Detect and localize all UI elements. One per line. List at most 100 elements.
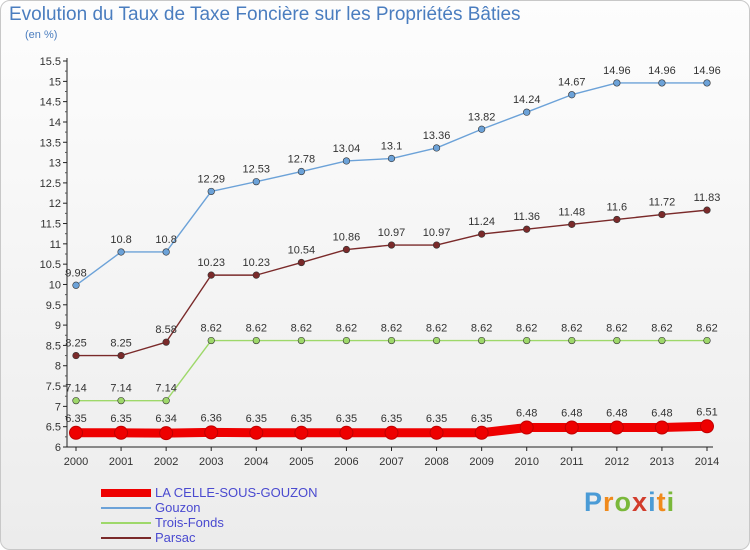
data-label: 14.24 [513,94,541,106]
data-label: 10.8 [155,234,176,246]
y-tick-label: 11.5 [40,219,61,231]
y-tick-label: 14.5 [40,97,61,109]
data-point [342,157,351,165]
series-gouzon: 9.98 10.8 10.8 12.29 12.53 12.78 13.04 13.1 13.3… [65,65,721,289]
y-tick-label: 10.5 [40,259,61,271]
x-tick-label: 2001 [109,456,133,468]
data-label: 6.51 [696,406,717,418]
x-tick-label: 2014 [695,456,719,468]
y-tick-label: 15 [49,76,61,88]
data-point [159,426,174,441]
data-label: 6.35 [336,413,357,425]
y-tick-label: 8 [55,361,61,373]
x-tick-label: 2007 [379,456,403,468]
data-label: 6.35 [110,413,131,425]
data-label: 11.48 [558,206,585,218]
data-label: 8.62 [336,323,357,335]
data-point [519,420,534,435]
y-tick-label: 12 [49,198,61,210]
data-point [658,336,666,345]
data-point [387,154,396,163]
data-label: 7.14 [65,383,86,395]
series-la-celle-sous-gouzon: 6.35 6.35 6.34 6.36 6.35 6.35 6.35 6.35 6.35 6.35… [65,406,718,441]
data-label: 10.97 [378,227,406,239]
x-tick-label: 2011 [560,456,584,468]
data-point [568,336,576,345]
data-point [523,336,531,345]
data-label: 8.62 [516,323,537,335]
legend-swatch [101,536,151,539]
x-tick-label: 2000 [64,456,88,468]
data-point [658,79,666,87]
data-point [297,336,305,345]
data-label: 13.04 [333,143,361,155]
data-label: 8.62 [696,323,717,335]
series-line [75,82,708,286]
data-point [429,425,444,440]
data-point [564,420,579,435]
data-point [523,108,531,116]
x-tick-label: 2004 [244,456,268,468]
data-label: 6.48 [606,407,627,419]
data-label: 10.8 [110,234,131,246]
data-label: 6.48 [561,407,582,419]
data-label: 11.24 [468,216,495,228]
legend-swatch [101,506,151,509]
data-label: 11.6 [607,201,628,213]
data-label: 11.72 [649,197,676,209]
legend-item: Trois-Fonds [101,515,318,530]
legend-swatch [101,521,151,524]
data-point [387,241,396,249]
data-point [703,79,711,87]
data-point [117,351,125,360]
data-point [72,281,80,289]
data-point [252,271,260,279]
legend-label: Gouzon [155,500,201,515]
x-tick-label: 2003 [199,456,223,468]
y-tick-label: 11 [50,239,61,251]
data-label: 8.62 [381,323,402,335]
data-point [207,336,215,345]
chart-unit-label: (en %) [25,29,58,41]
y-tick-label: 6.5 [46,422,61,434]
data-point [432,336,441,345]
legend-item: LA CELLE-SOUS-GOUZON [101,485,318,500]
data-point [117,248,125,256]
data-label: 6.35 [65,413,86,425]
y-tick-label: 6 [55,442,61,454]
legend-swatch [101,488,151,497]
data-label: 8.62 [246,323,267,335]
data-point [204,425,219,440]
y-tick-label: 7 [55,401,61,413]
data-label: 10.54 [288,245,316,257]
legend-label: Trois-Fonds [155,515,224,530]
y-tick-label: 9.5 [46,300,61,312]
data-point [568,220,576,228]
series-parsac: 8.25 8.25 8.58 10.23 10.23 10.54 10.86 10.97 10.… [65,192,720,360]
data-point [297,167,305,176]
data-label: 6.35 [291,413,312,425]
series-trois-fonds: 7.14 7.14 7.14 8.62 8.62 8.62 8.62 8.62 8.62 8.62… [65,323,718,405]
x-tick-label: 2006 [334,456,358,468]
data-label: 14.96 [603,65,631,77]
data-label: 8.62 [291,323,312,335]
y-tick-label: 12.5 [40,178,61,190]
data-point [658,210,666,219]
x-tick-label: 2009 [469,456,493,468]
chart-plot-area: 9.98 10.8 10.8 12.29 12.53 12.78 13.04 13.1 13.3… [65,65,721,441]
data-label: 11.36 [513,211,540,223]
data-label: 12.53 [243,164,271,176]
data-label: 13.1 [381,141,402,153]
data-label: 9.98 [65,267,86,279]
data-label: 6.48 [516,407,537,419]
data-label: 6.34 [155,413,176,425]
data-label: 8.62 [201,323,222,335]
y-tick-label: 14 [49,117,61,129]
chart-title: Evolution du Taux de Taxe Foncière sur l… [9,4,521,25]
data-point [72,397,80,405]
data-label: 6.36 [201,412,222,424]
data-point [703,206,711,214]
data-point [162,248,170,256]
data-point [478,336,486,345]
